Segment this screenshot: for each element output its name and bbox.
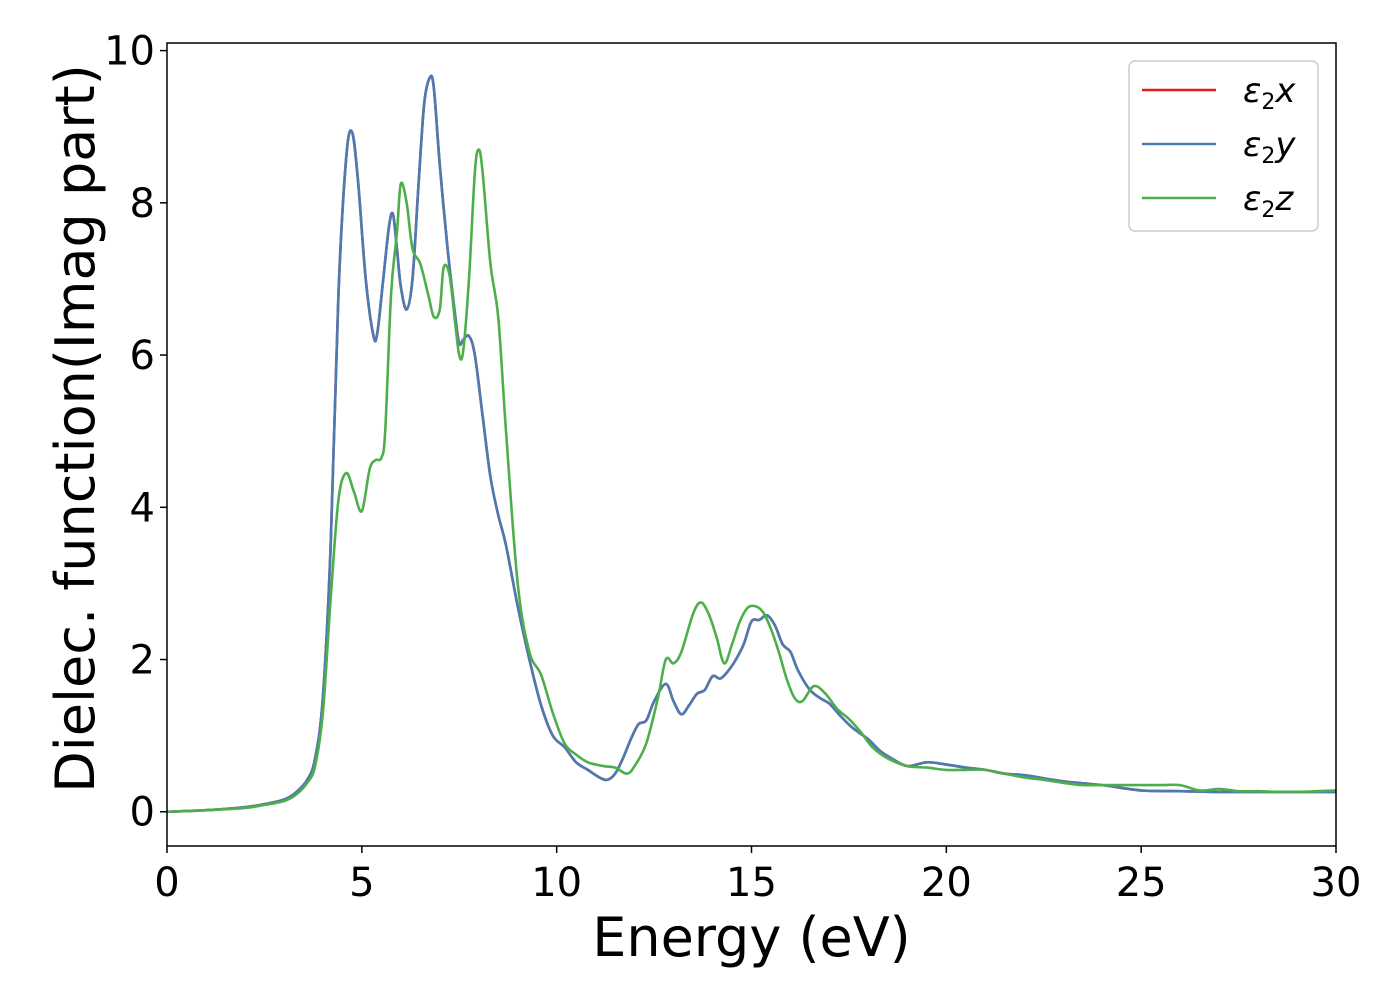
series-line-z xyxy=(167,148,1336,814)
series-line-y xyxy=(167,74,1336,814)
x-tick-label: 20 xyxy=(921,860,972,906)
legend-label-x: ε2x xyxy=(1243,71,1296,115)
y-tick-label: 8 xyxy=(130,181,155,227)
legend-label-z: ε2z xyxy=(1243,179,1294,223)
y-tick-label: 2 xyxy=(130,638,155,684)
plot-lines xyxy=(167,74,1336,814)
y-axis-label: Dielec. function(Imag part) xyxy=(44,64,107,793)
y-tick-label: 0 xyxy=(130,790,155,836)
x-tick-label: 25 xyxy=(1116,860,1167,906)
y-tick-label: 6 xyxy=(130,333,155,379)
y-tick-label: 4 xyxy=(130,485,155,531)
x-tick-label: 5 xyxy=(349,860,374,906)
y-axis: 0 2 4 6 8 10 xyxy=(104,29,167,836)
legend: ε2x ε2y ε2z xyxy=(1128,60,1319,232)
x-axis: 0 5 10 15 20 25 30 xyxy=(154,846,1361,906)
x-tick-label: 10 xyxy=(531,860,582,906)
x-tick-label: 15 xyxy=(726,860,777,906)
x-tick-label: 30 xyxy=(1311,860,1362,906)
x-tick-label: 0 xyxy=(154,860,179,906)
legend-box xyxy=(1128,60,1319,232)
x-axis-label: Energy (eV) xyxy=(592,906,911,969)
legend-label-y: ε2y xyxy=(1243,125,1296,169)
y-tick-label: 10 xyxy=(104,29,155,75)
